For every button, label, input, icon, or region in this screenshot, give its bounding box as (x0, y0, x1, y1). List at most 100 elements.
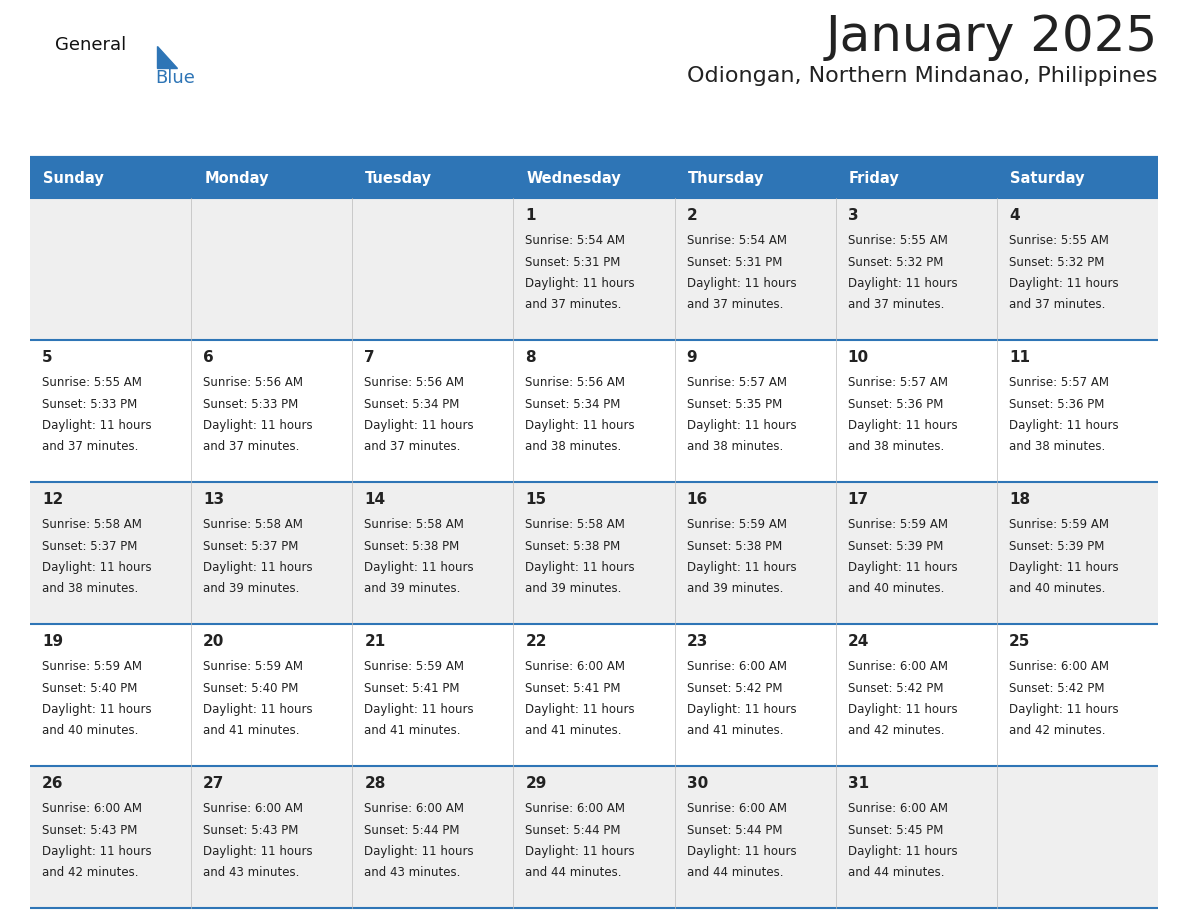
Bar (353, 158, 513, 198)
Text: 30: 30 (687, 776, 708, 791)
Text: Sunset: 5:33 PM: Sunset: 5:33 PM (203, 397, 298, 410)
Text: and 37 minutes.: and 37 minutes. (365, 441, 461, 453)
Text: Sunset: 5:41 PM: Sunset: 5:41 PM (525, 681, 621, 695)
Bar (835, 766, 997, 908)
Text: Sunset: 5:42 PM: Sunset: 5:42 PM (848, 681, 943, 695)
Text: 13: 13 (203, 492, 225, 507)
Text: Sunset: 5:39 PM: Sunset: 5:39 PM (1009, 540, 1104, 553)
Bar (353, 482, 513, 624)
Text: Tuesday: Tuesday (365, 171, 432, 185)
Bar (997, 198, 1158, 340)
Text: Sunrise: 5:55 AM: Sunrise: 5:55 AM (848, 234, 948, 247)
Text: Sunrise: 5:57 AM: Sunrise: 5:57 AM (848, 376, 948, 389)
Text: Friday: Friday (848, 171, 899, 185)
Text: and 40 minutes.: and 40 minutes. (1009, 583, 1105, 596)
Bar (30, 158, 191, 198)
Text: 29: 29 (525, 776, 546, 791)
Bar (30, 198, 191, 340)
Text: 23: 23 (687, 634, 708, 649)
Bar (513, 198, 675, 340)
Text: Sunrise: 5:55 AM: Sunrise: 5:55 AM (42, 376, 141, 389)
Bar (30, 340, 191, 482)
Text: Blue: Blue (156, 69, 195, 87)
Bar (835, 340, 997, 482)
Text: Sunset: 5:31 PM: Sunset: 5:31 PM (687, 255, 782, 268)
Text: Daylight: 11 hours: Daylight: 11 hours (848, 845, 958, 858)
Text: Daylight: 11 hours: Daylight: 11 hours (203, 561, 312, 574)
Text: 22: 22 (525, 634, 546, 649)
Bar (191, 158, 353, 198)
Text: Sunset: 5:44 PM: Sunset: 5:44 PM (525, 823, 621, 836)
Text: and 37 minutes.: and 37 minutes. (848, 298, 944, 311)
Bar (513, 624, 675, 766)
Text: and 39 minutes.: and 39 minutes. (687, 583, 783, 596)
Text: and 37 minutes.: and 37 minutes. (1009, 298, 1105, 311)
Text: Sunrise: 6:00 AM: Sunrise: 6:00 AM (848, 802, 948, 815)
Bar (191, 198, 353, 340)
Text: Sunrise: 5:58 AM: Sunrise: 5:58 AM (525, 518, 625, 531)
Text: Sunset: 5:32 PM: Sunset: 5:32 PM (848, 255, 943, 268)
Text: Daylight: 11 hours: Daylight: 11 hours (525, 703, 636, 716)
Text: 8: 8 (525, 350, 536, 365)
Text: General: General (55, 36, 126, 54)
Text: Daylight: 11 hours: Daylight: 11 hours (848, 419, 958, 432)
Text: Sunrise: 6:00 AM: Sunrise: 6:00 AM (1009, 660, 1108, 673)
Text: Sunrise: 5:59 AM: Sunrise: 5:59 AM (365, 660, 465, 673)
Bar (513, 340, 675, 482)
Polygon shape (158, 46, 177, 68)
Text: Sunrise: 6:00 AM: Sunrise: 6:00 AM (365, 802, 465, 815)
Text: Sunrise: 5:59 AM: Sunrise: 5:59 AM (1009, 518, 1108, 531)
Text: Sunrise: 5:57 AM: Sunrise: 5:57 AM (1009, 376, 1108, 389)
Bar (30, 482, 191, 624)
Text: Sunday: Sunday (43, 171, 103, 185)
Text: Sunset: 5:43 PM: Sunset: 5:43 PM (42, 823, 138, 836)
Text: Sunset: 5:34 PM: Sunset: 5:34 PM (525, 397, 621, 410)
Text: Sunset: 5:42 PM: Sunset: 5:42 PM (1009, 681, 1105, 695)
Text: 24: 24 (848, 634, 870, 649)
Text: Sunrise: 5:58 AM: Sunrise: 5:58 AM (42, 518, 141, 531)
Text: 16: 16 (687, 492, 708, 507)
Text: Sunrise: 5:59 AM: Sunrise: 5:59 AM (687, 518, 786, 531)
Text: 10: 10 (848, 350, 868, 365)
Text: Sunrise: 5:59 AM: Sunrise: 5:59 AM (203, 660, 303, 673)
Bar (997, 482, 1158, 624)
Text: and 37 minutes.: and 37 minutes. (525, 298, 621, 311)
Bar (353, 766, 513, 908)
Text: 6: 6 (203, 350, 214, 365)
Text: and 44 minutes.: and 44 minutes. (687, 867, 783, 879)
Text: Daylight: 11 hours: Daylight: 11 hours (203, 845, 312, 858)
Text: 27: 27 (203, 776, 225, 791)
Text: Sunrise: 5:58 AM: Sunrise: 5:58 AM (365, 518, 465, 531)
Text: Sunrise: 5:58 AM: Sunrise: 5:58 AM (203, 518, 303, 531)
Text: Sunset: 5:32 PM: Sunset: 5:32 PM (1009, 255, 1104, 268)
Text: Sunset: 5:45 PM: Sunset: 5:45 PM (848, 823, 943, 836)
Text: Sunrise: 6:00 AM: Sunrise: 6:00 AM (848, 660, 948, 673)
Text: Daylight: 11 hours: Daylight: 11 hours (365, 561, 474, 574)
Bar (675, 482, 835, 624)
Text: Daylight: 11 hours: Daylight: 11 hours (687, 561, 796, 574)
Text: and 39 minutes.: and 39 minutes. (525, 583, 621, 596)
Bar (353, 340, 513, 482)
Text: Daylight: 11 hours: Daylight: 11 hours (687, 419, 796, 432)
Text: Daylight: 11 hours: Daylight: 11 hours (365, 703, 474, 716)
Text: Sunrise: 6:00 AM: Sunrise: 6:00 AM (203, 802, 303, 815)
Bar (675, 766, 835, 908)
Text: 3: 3 (848, 208, 859, 223)
Text: Sunset: 5:38 PM: Sunset: 5:38 PM (525, 540, 620, 553)
Text: 2: 2 (687, 208, 697, 223)
Text: Sunrise: 5:59 AM: Sunrise: 5:59 AM (42, 660, 143, 673)
Text: Odiongan, Northern Mindanao, Philippines: Odiongan, Northern Mindanao, Philippines (688, 66, 1158, 86)
Text: Daylight: 11 hours: Daylight: 11 hours (42, 561, 152, 574)
Text: Sunset: 5:39 PM: Sunset: 5:39 PM (848, 540, 943, 553)
Text: 14: 14 (365, 492, 385, 507)
Text: and 40 minutes.: and 40 minutes. (848, 583, 944, 596)
Text: Sunset: 5:34 PM: Sunset: 5:34 PM (365, 397, 460, 410)
Text: and 37 minutes.: and 37 minutes. (42, 441, 138, 453)
Text: 9: 9 (687, 350, 697, 365)
Text: 18: 18 (1009, 492, 1030, 507)
Text: Daylight: 11 hours: Daylight: 11 hours (365, 419, 474, 432)
Text: Daylight: 11 hours: Daylight: 11 hours (365, 845, 474, 858)
Text: and 37 minutes.: and 37 minutes. (203, 441, 299, 453)
Text: Sunset: 5:41 PM: Sunset: 5:41 PM (365, 681, 460, 695)
Text: Sunrise: 6:00 AM: Sunrise: 6:00 AM (687, 660, 786, 673)
